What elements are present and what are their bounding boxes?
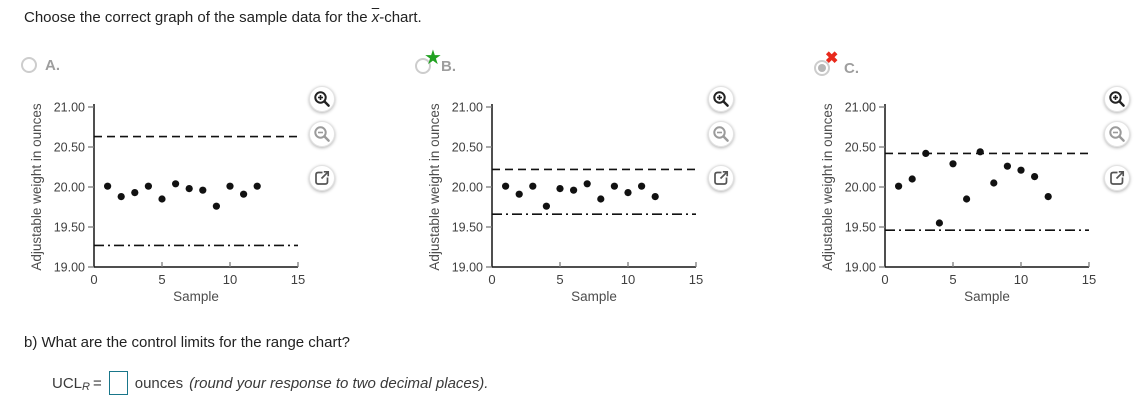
open-in-new-window-button[interactable] [1104, 165, 1130, 191]
zoom-out-button[interactable] [708, 121, 734, 147]
svg-text:5: 5 [556, 272, 563, 287]
zoom-in-icon [314, 91, 330, 107]
svg-text:Adjustable weight in ounces: Adjustable weight in ounces [427, 103, 442, 271]
zoom-in-icon [1109, 91, 1125, 107]
xbar-symbol: x [371, 9, 380, 26]
svg-text:20.50: 20.50 [845, 141, 876, 155]
zoom-out-button[interactable] [1104, 121, 1130, 147]
ucl-input[interactable] [108, 371, 128, 395]
svg-text:19.00: 19.00 [54, 261, 85, 275]
svg-text:Adjustable weight in ounces: Adjustable weight in ounces [29, 103, 44, 271]
svg-text:0: 0 [488, 272, 495, 287]
svg-text:5: 5 [158, 272, 165, 287]
svg-text:20.50: 20.50 [452, 141, 483, 155]
open-in-new-window-icon [714, 170, 729, 185]
svg-text:15: 15 [689, 272, 703, 287]
zoom-in-button[interactable] [1104, 86, 1130, 112]
svg-text:10: 10 [1014, 272, 1028, 287]
svg-text:20.00: 20.00 [845, 181, 876, 195]
zoom-out-icon [314, 126, 330, 142]
open-in-new-window-button[interactable] [309, 165, 335, 191]
question-text: Choose the correct graph of the sample d… [24, 9, 422, 26]
svg-text:20.00: 20.00 [452, 181, 483, 195]
svg-text:19.00: 19.00 [452, 261, 483, 275]
ucl-label: UCL [52, 374, 83, 392]
ucl-subscript: R [82, 381, 90, 393]
ucl-units: ounces [134, 374, 184, 392]
svg-text:0: 0 [881, 272, 888, 287]
open-in-new-window-icon [1110, 170, 1125, 185]
chart-option-c: 19.00 19.50 20.00 20.50 21.00 0 5 10 15 Sample Adj… [820, 101, 1096, 305]
option-b-label[interactable]: B. [441, 58, 456, 75]
svg-text:5: 5 [949, 272, 956, 287]
radio-option-b[interactable] [415, 58, 431, 74]
svg-text:21.00: 21.00 [452, 101, 483, 115]
svg-text:19.50: 19.50 [845, 221, 876, 235]
correct-answer-star-icon: ★ [424, 47, 442, 69]
option-c-label[interactable]: C. [844, 60, 859, 77]
zoom-out-button[interactable] [309, 121, 335, 147]
svg-text:19.00: 19.00 [845, 261, 876, 275]
svg-text:10: 10 [223, 272, 237, 287]
svg-text:20.50: 20.50 [54, 141, 85, 155]
radio-option-c[interactable] [814, 60, 830, 76]
incorrect-answer-x-icon: ✖ [825, 50, 839, 67]
svg-text:10: 10 [621, 272, 635, 287]
svg-text:19.50: 19.50 [452, 221, 483, 235]
svg-text:20.00: 20.00 [54, 181, 85, 195]
zoom-in-button[interactable] [708, 86, 734, 112]
svg-text:Sample: Sample [173, 289, 219, 304]
part-b-question: b) What are the control limits for the r… [24, 334, 350, 351]
svg-text:19.50: 19.50 [54, 221, 85, 235]
chart-option-a: 19.00 19.50 20.00 20.50 21.00 0 5 10 15 Sample Adj… [29, 101, 305, 305]
equals-sign: = [92, 374, 102, 392]
svg-text:15: 15 [1082, 272, 1096, 287]
open-in-new-window-button[interactable] [708, 165, 734, 191]
zoom-out-icon [713, 126, 729, 142]
radio-option-a[interactable] [21, 57, 37, 73]
svg-text:15: 15 [291, 272, 305, 287]
svg-text:Adjustable weight in ounces: Adjustable weight in ounces [820, 103, 835, 271]
open-in-new-window-icon [315, 170, 330, 185]
zoom-in-button[interactable] [309, 86, 335, 112]
svg-text:21.00: 21.00 [54, 101, 85, 115]
svg-text:Sample: Sample [571, 289, 617, 304]
question-prefix: Choose the correct graph of the sample d… [24, 9, 372, 26]
svg-text:21.00: 21.00 [845, 101, 876, 115]
svg-text:0: 0 [90, 272, 97, 287]
zoom-out-icon [1109, 126, 1125, 142]
chart-option-b: 19.00 19.50 20.00 20.50 21.00 0 5 10 15 Sample Adj… [427, 101, 703, 305]
svg-text:Sample: Sample [964, 289, 1010, 304]
question-suffix: -chart. [379, 9, 422, 26]
ucl-answer-row: UCL R = ounces (round your response to tw… [52, 370, 488, 396]
option-a-label[interactable]: A. [45, 57, 60, 74]
zoom-in-icon [713, 91, 729, 107]
rounding-note: (round your response to two decimal plac… [189, 374, 489, 392]
